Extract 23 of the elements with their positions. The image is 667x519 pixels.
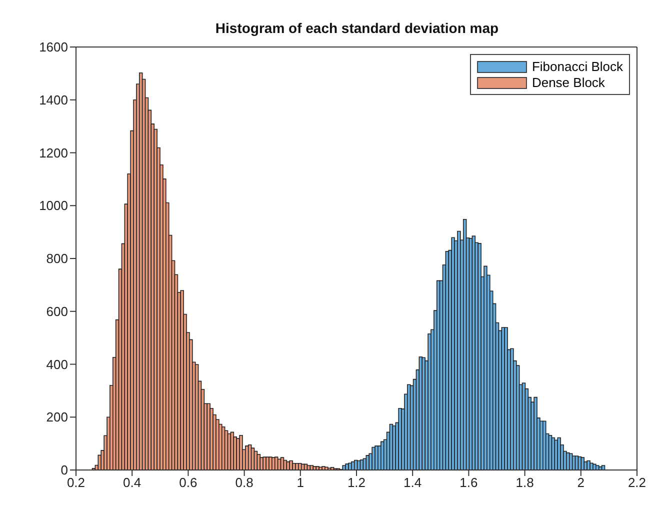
y-tick-label: 200 xyxy=(46,410,68,425)
x-tick-label: 1.8 xyxy=(516,475,534,490)
x-tick-label: 0.8 xyxy=(235,475,254,490)
x-tick-label: 1 xyxy=(296,475,304,490)
y-tick-label: 600 xyxy=(46,304,68,319)
y-tick-label: 800 xyxy=(46,251,68,266)
y-tick-label: 400 xyxy=(46,356,68,372)
x-tick-label: 0.4 xyxy=(123,475,142,490)
y-tick-label: 1600 xyxy=(39,40,68,55)
y-tick-label: 1200 xyxy=(39,145,68,160)
x-tick-label: 1.4 xyxy=(404,475,422,490)
y-tick-label: 1400 xyxy=(39,92,68,108)
y-tick-label: 1000 xyxy=(39,198,68,214)
x-tick-label: 2 xyxy=(577,475,585,490)
x-tick-label: 2.2 xyxy=(628,475,646,490)
x-tick-label: 1.6 xyxy=(460,475,478,490)
chart-title: Histogram of each standard deviation map xyxy=(215,20,499,36)
legend-label: Dense Block xyxy=(532,75,605,90)
x-tick-label: 0.6 xyxy=(179,475,198,490)
y-tick-label: 0 xyxy=(60,462,68,478)
legend-label: Fibonacci Block xyxy=(532,59,623,74)
x-tick-label: 0.2 xyxy=(66,475,86,490)
x-tick-label: 1.2 xyxy=(347,475,366,490)
